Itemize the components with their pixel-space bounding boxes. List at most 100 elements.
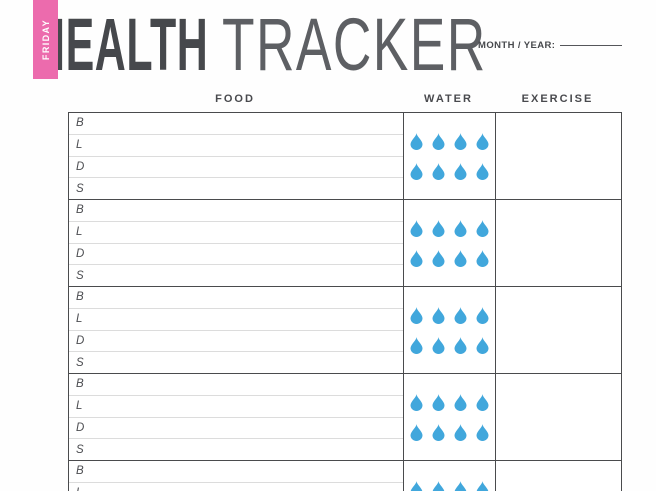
water-drop-icon[interactable] [454, 132, 467, 150]
food-cell-friday: B L D S [69, 461, 403, 491]
water-drop-icon[interactable] [410, 219, 423, 237]
meal-label-breakfast: B [76, 204, 84, 217]
water-drop-icon[interactable] [410, 306, 423, 324]
water-drop-icon[interactable] [432, 132, 445, 150]
water-drop-row [410, 336, 489, 354]
water-drop-icon[interactable] [432, 219, 445, 237]
water-drop-icon[interactable] [410, 132, 423, 150]
water-drop-row [410, 306, 489, 324]
day-tab-label: FRIDAY [40, 18, 51, 61]
water-cell-friday[interactable] [403, 461, 496, 491]
exercise-cell-wednesday[interactable] [496, 287, 621, 373]
water-drop-icon[interactable] [410, 162, 423, 180]
column-header-exercise: EXERCISE [521, 93, 594, 105]
water-drop-icon[interactable] [476, 336, 489, 354]
water-drop-icon[interactable] [432, 423, 445, 441]
water-cell-wednesday[interactable] [403, 287, 496, 373]
page-title-health: HEALTH [34, 3, 209, 86]
water-drop-icon[interactable] [410, 249, 423, 267]
meal-label-breakfast: B [76, 378, 84, 391]
water-cell-tuesday[interactable] [403, 200, 496, 286]
exercise-cell-friday[interactable] [496, 461, 621, 491]
food-entry-row-snack[interactable]: S [69, 439, 403, 460]
meal-label-snack: S [76, 182, 84, 195]
meal-label-lunch: L [76, 487, 82, 491]
food-entry-row-breakfast[interactable]: B [69, 200, 403, 222]
water-drop-icon[interactable] [432, 480, 445, 491]
day-section-thursday: B L D S [69, 374, 621, 461]
meal-label-breakfast: B [76, 117, 84, 130]
meal-label-lunch: L [76, 313, 83, 326]
page-title-tracker: TRACKER [222, 3, 487, 86]
food-entry-row-lunch[interactable]: L [69, 483, 403, 491]
food-entry-row-snack[interactable]: S [69, 178, 403, 199]
meal-label-snack: S [76, 356, 84, 369]
water-drop-icon[interactable] [454, 306, 467, 324]
day-section-monday: B L D S [69, 113, 621, 200]
water-cell-monday[interactable] [403, 113, 496, 199]
water-drop-icon[interactable] [476, 423, 489, 441]
water-drop-icon[interactable] [454, 336, 467, 354]
water-drop-icon[interactable] [432, 249, 445, 267]
water-drop-icon[interactable] [454, 249, 467, 267]
food-entry-row-lunch[interactable]: L [69, 135, 403, 157]
food-entry-row-breakfast[interactable]: B [69, 461, 403, 483]
exercise-cell-tuesday[interactable] [496, 200, 621, 286]
water-drop-icon[interactable] [410, 423, 423, 441]
day-section-wednesday: B L D S [69, 287, 621, 374]
water-drop-icon[interactable] [410, 480, 423, 491]
month-year-blank-line[interactable] [560, 45, 623, 46]
food-entry-row-lunch[interactable]: L [69, 222, 403, 244]
meal-label-breakfast: B [76, 465, 84, 478]
food-entry-row-dinner[interactable]: D [69, 244, 403, 266]
water-drop-icon[interactable] [432, 306, 445, 324]
water-drop-icon[interactable] [476, 306, 489, 324]
meal-label-lunch: L [76, 400, 83, 413]
water-drop-row [410, 423, 489, 441]
food-entry-row-lunch[interactable]: L [69, 396, 403, 418]
food-entry-row-breakfast[interactable]: B [69, 113, 403, 135]
column-header-food: FOOD [215, 93, 255, 105]
meal-label-dinner: D [76, 160, 85, 173]
meal-label-lunch: L [76, 226, 83, 239]
water-drop-icon[interactable] [476, 132, 489, 150]
exercise-cell-thursday[interactable] [496, 374, 621, 460]
water-drop-icon[interactable] [476, 393, 489, 411]
meal-label-lunch: L [76, 139, 83, 152]
water-cell-thursday[interactable] [403, 374, 496, 460]
water-drop-icon[interactable] [454, 423, 467, 441]
day-section-friday: B L D S [69, 461, 621, 491]
water-drop-row [410, 219, 489, 237]
food-cell-tuesday: B L D S [69, 200, 403, 286]
water-drop-icon[interactable] [432, 393, 445, 411]
water-drop-row [410, 132, 489, 150]
water-drop-icon[interactable] [432, 162, 445, 180]
food-entry-row-breakfast[interactable]: B [69, 374, 403, 396]
water-drop-icon[interactable] [410, 393, 423, 411]
water-drop-icon[interactable] [476, 219, 489, 237]
water-drop-icon[interactable] [454, 162, 467, 180]
water-drop-icon[interactable] [476, 480, 489, 491]
water-drop-icon[interactable] [454, 219, 467, 237]
food-entry-row-breakfast[interactable]: B [69, 287, 403, 309]
food-entry-row-dinner[interactable]: D [69, 331, 403, 353]
water-drop-icon[interactable] [432, 336, 445, 354]
food-entry-row-dinner[interactable]: D [69, 157, 403, 179]
month-year-field: MONTH / YEAR: [478, 40, 623, 51]
meal-label-dinner: D [76, 334, 85, 347]
food-cell-wednesday: B L D S [69, 287, 403, 373]
water-drop-icon[interactable] [454, 393, 467, 411]
water-drop-icon[interactable] [476, 249, 489, 267]
water-drop-row [410, 162, 489, 180]
food-entry-row-snack[interactable]: S [69, 352, 403, 373]
water-drop-icon[interactable] [410, 336, 423, 354]
water-drop-icon[interactable] [476, 162, 489, 180]
food-entry-row-snack[interactable]: S [69, 265, 403, 286]
food-cell-thursday: B L D S [69, 374, 403, 460]
food-entry-row-dinner[interactable]: D [69, 418, 403, 440]
meal-label-breakfast: B [76, 291, 84, 304]
exercise-cell-monday[interactable] [496, 113, 621, 199]
water-drop-icon[interactable] [454, 480, 467, 491]
food-entry-row-lunch[interactable]: L [69, 309, 403, 331]
